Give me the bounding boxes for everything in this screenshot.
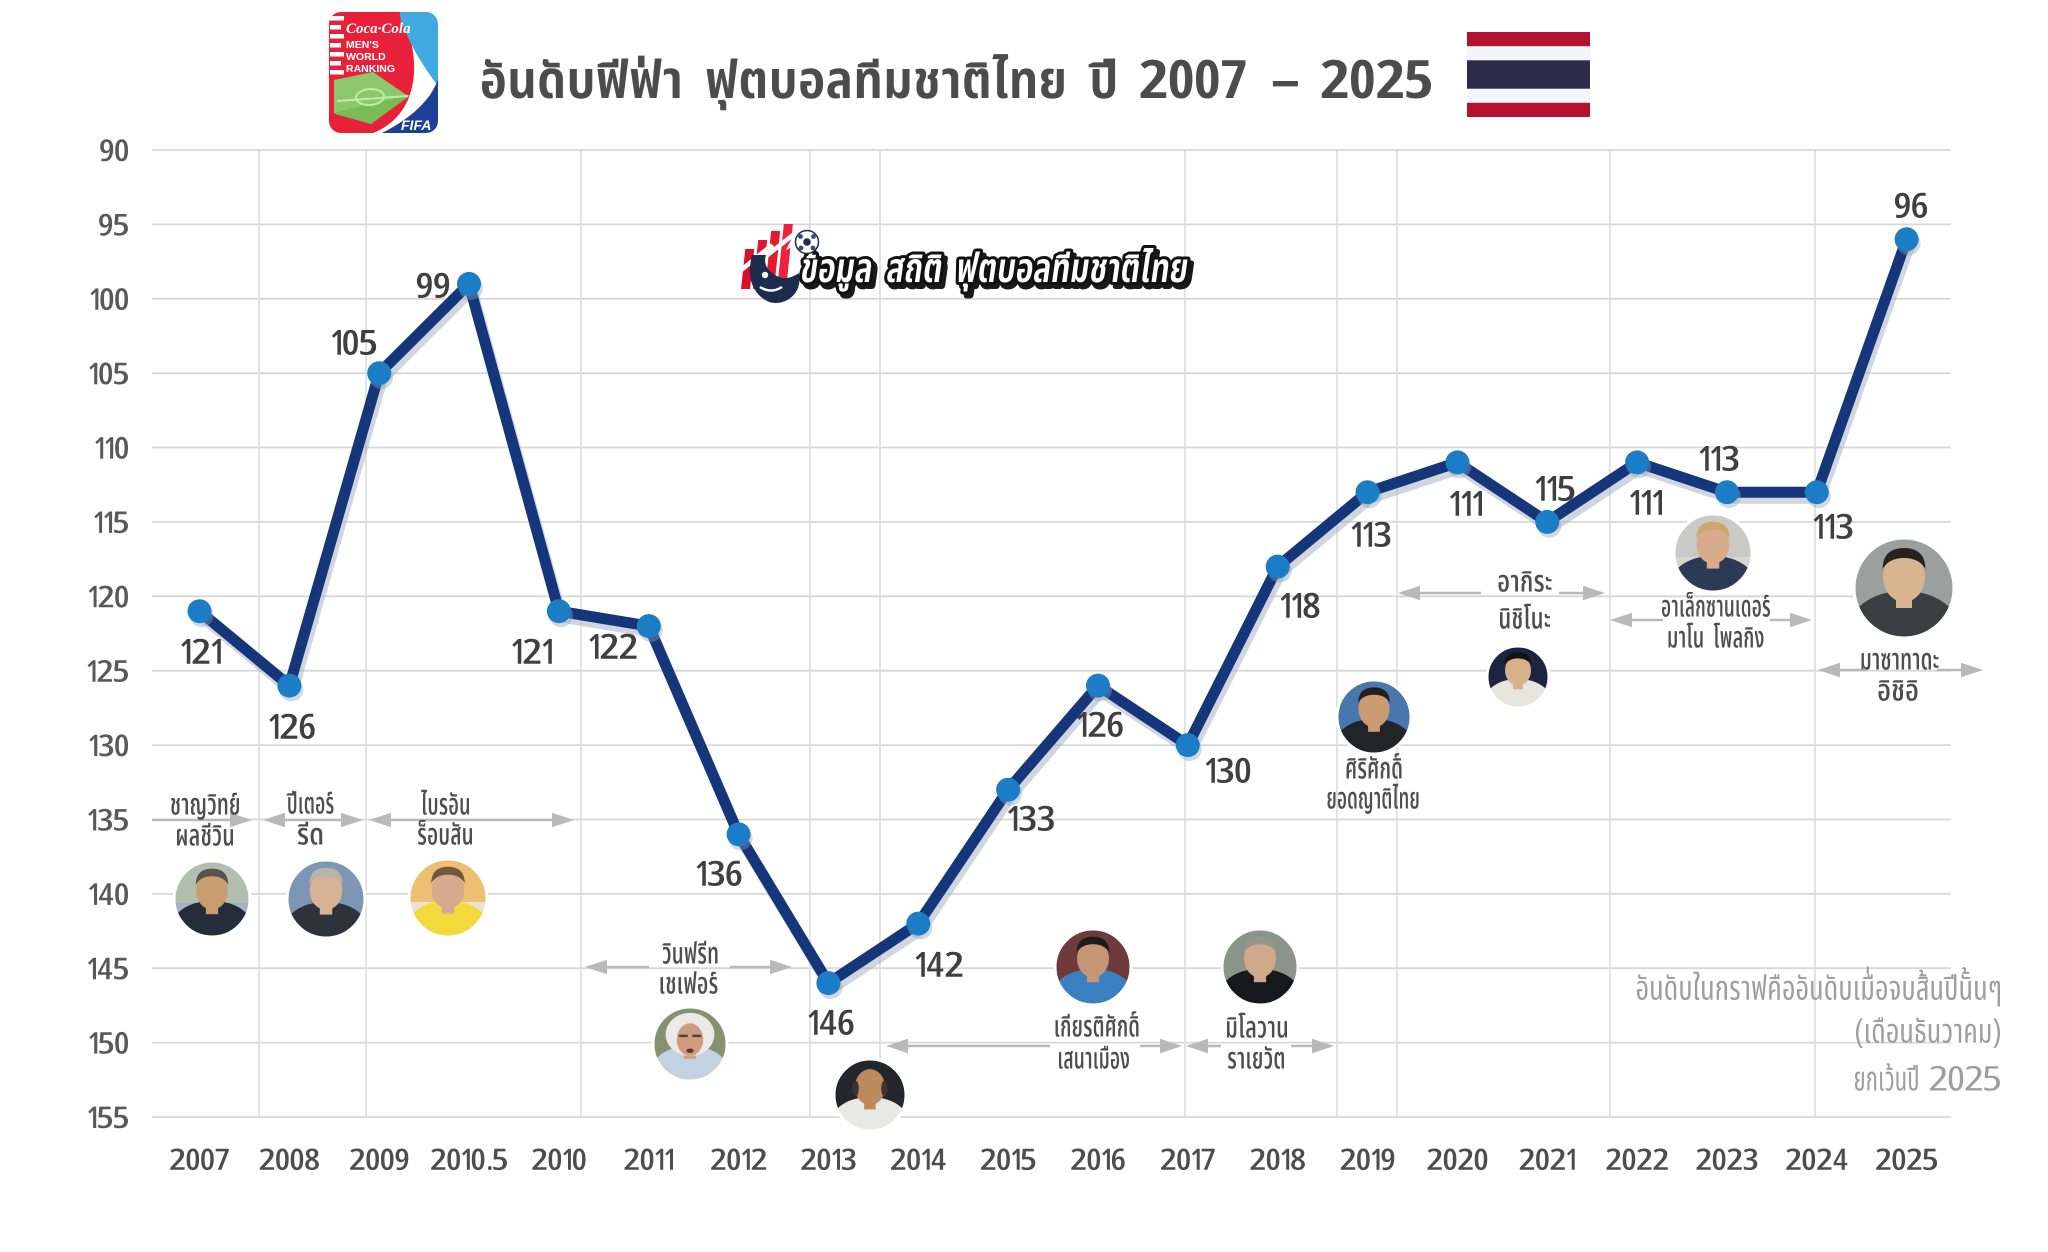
svg-text:MEN'S: MEN'S xyxy=(346,39,379,51)
svg-text:WORLD: WORLD xyxy=(346,51,386,63)
svg-text:FIFA: FIFA xyxy=(401,117,431,133)
svg-text:Coca·Cola: Coca·Cola xyxy=(346,21,411,37)
svg-text:RANKING: RANKING xyxy=(346,63,395,75)
